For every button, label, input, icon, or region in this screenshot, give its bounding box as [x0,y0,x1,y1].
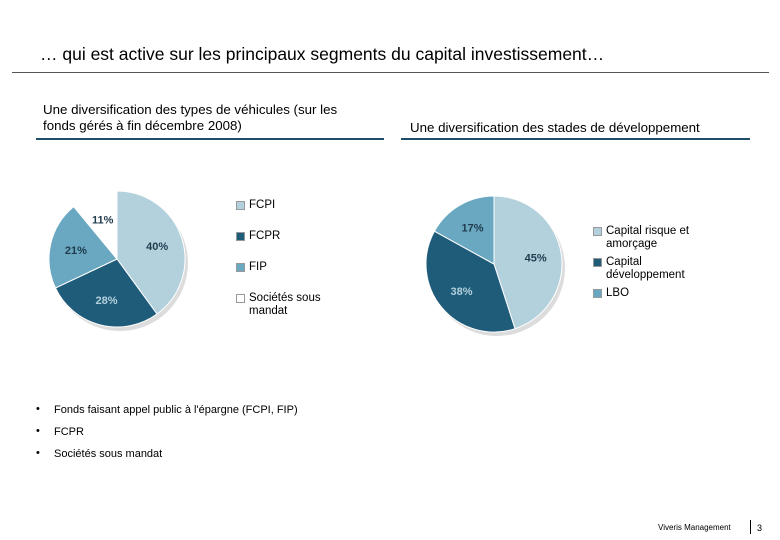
pie-label-fcpi: 40% [146,241,168,253]
legend-label-line: FIP [249,261,267,273]
left-heading-line1: Une diversification des types de véhicul… [43,102,338,117]
pie-slice-lbo [433,195,495,265]
footer-divider [750,520,751,534]
legend-label-line: Capital risque et [606,225,690,237]
legend-label-line: mandat [249,305,288,317]
pie-slice-fcpr [54,258,158,328]
legend-label-line: LBO [606,287,630,299]
left-chart-heading: Une diversification des types de véhicul… [43,102,388,134]
pie-label-capital-risque-et-amorcage: 45% [525,252,547,264]
legend-label: FIP [249,261,267,274]
list-item-text: Fonds faisant appel public à l'épargne (… [54,404,298,416]
pie-label-societes-sous-mandat: 11% [92,214,114,226]
legend-swatch [236,263,245,272]
bullet-marker: • [36,447,40,459]
bullet-marker: • [36,425,40,437]
pie-slice-capital-risque-et-amorcage [493,195,563,330]
pie-slice-capital-developpement [425,230,516,333]
right-chart-heading: Une diversification des stades de dévelo… [410,120,700,135]
legend-swatch [236,294,245,303]
pie-chart-1: 40% 28% 21% 11% [48,190,188,331]
legend-swatch [236,201,245,210]
list-item-text: FCPR [54,426,84,438]
legend-label: Capital développement [606,256,685,282]
title-divider [12,72,769,73]
legend-label-line: FCPI [249,199,276,211]
legend-label-line: FCPR [249,230,281,242]
left-heading-divider [36,138,384,140]
legend-swatch [593,289,602,298]
legend-label: Capital risque et amorçage [606,225,689,251]
right-heading-divider [401,138,750,140]
page-number: 3 [757,523,763,533]
legend-label: FCPR [249,230,280,243]
pie-slice-fip [48,205,118,289]
pie-label-fip: 21% [65,245,87,257]
pie-slice-fcpi [116,190,186,315]
pie-chart-2: 45% 38% 17% [425,195,565,336]
pie-slice-societes-sous-mandat [72,190,118,261]
legend-swatch [593,227,602,236]
legend-label-line: Capital [606,256,642,268]
pie-label-lbo: 17% [461,223,483,235]
legend-label-line: Sociétés sous [249,292,321,304]
pie-label-fcpr: 28% [95,295,117,307]
bullet-marker: • [36,403,40,415]
page-title: … qui est active sur les principaux segm… [40,44,605,64]
left-heading-line2: fonds gérés à fin décembre 2008) [43,118,242,133]
legend-label: FCPI [249,199,275,212]
footer-company: Viveris Management [658,523,731,532]
legend-label-line: développement [606,269,685,281]
legend-label: Sociétés sous mandat [249,292,321,318]
legend-swatch [236,232,245,241]
legend-label-line: amorçage [606,238,658,250]
list-item-text: Sociétés sous mandat [54,448,163,460]
legend-label: LBO [606,287,629,300]
pie-label-capital-developpement: 38% [450,286,472,298]
legend-swatch [593,258,602,267]
